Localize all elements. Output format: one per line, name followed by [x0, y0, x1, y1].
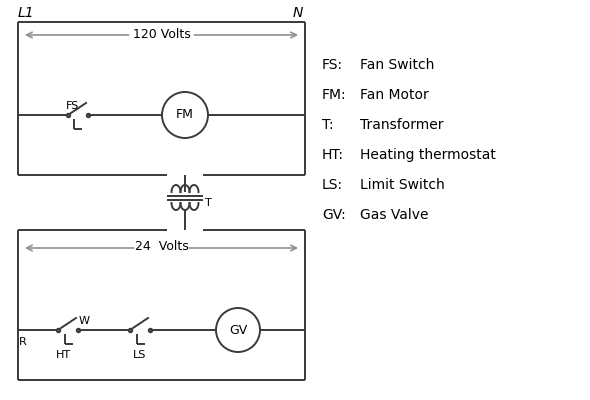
- Text: N: N: [293, 6, 303, 20]
- Text: W: W: [79, 316, 90, 326]
- Text: HT:: HT:: [322, 148, 344, 162]
- Text: Fan Motor: Fan Motor: [360, 88, 429, 102]
- Text: Limit Switch: Limit Switch: [360, 178, 445, 192]
- Text: FS:: FS:: [322, 58, 343, 72]
- Text: 24  Volts: 24 Volts: [135, 240, 188, 254]
- Text: Fan Switch: Fan Switch: [360, 58, 434, 72]
- Text: 120 Volts: 120 Volts: [133, 28, 191, 40]
- Text: LS: LS: [133, 350, 146, 360]
- Text: GV: GV: [229, 324, 247, 336]
- Text: Gas Valve: Gas Valve: [360, 208, 428, 222]
- Text: Transformer: Transformer: [360, 118, 444, 132]
- Text: L1: L1: [18, 6, 35, 20]
- Text: T: T: [205, 198, 212, 208]
- Text: Heating thermostat: Heating thermostat: [360, 148, 496, 162]
- Text: FS: FS: [66, 101, 79, 111]
- Text: R: R: [19, 337, 27, 347]
- Text: T:: T:: [322, 118, 333, 132]
- Text: FM:: FM:: [322, 88, 347, 102]
- Text: GV:: GV:: [322, 208, 346, 222]
- Text: FM: FM: [176, 108, 194, 122]
- Text: LS:: LS:: [322, 178, 343, 192]
- Text: HT: HT: [56, 350, 71, 360]
